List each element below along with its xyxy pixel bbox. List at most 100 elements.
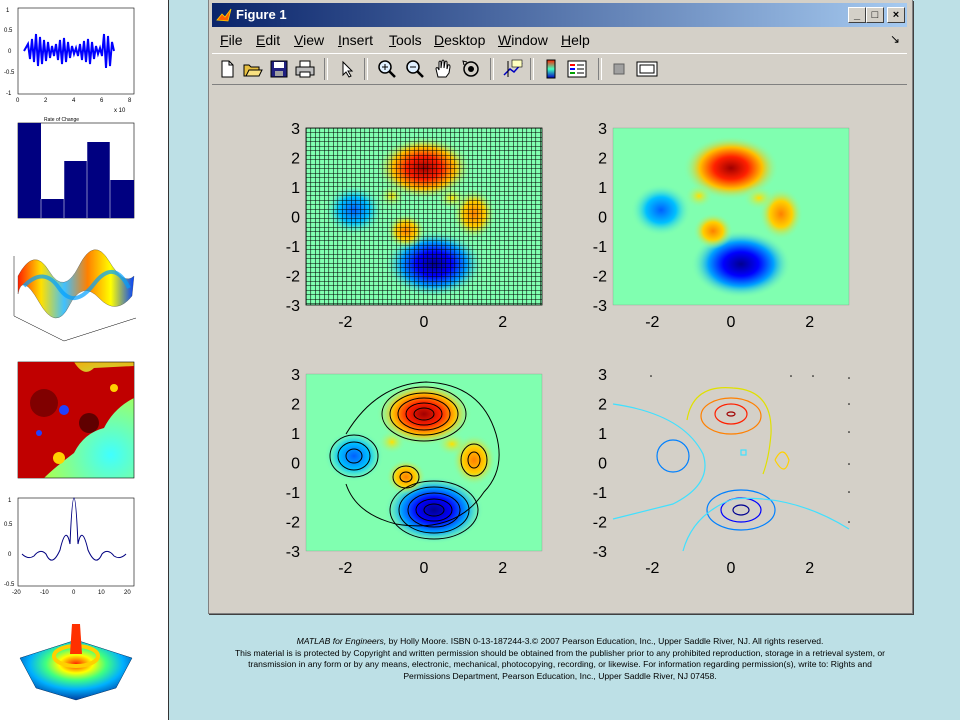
matlab-logo-icon [216, 8, 232, 22]
menu-insert[interactable]: Insert [338, 32, 374, 48]
thumbnail-sidebar: 1 0.5 0 -0.5 -1 0 2 4 6 8 x 10 Rate of C… [0, 0, 169, 720]
y-tick-label: 0 [598, 456, 607, 473]
toolbar-separator [530, 58, 534, 80]
minimize-button[interactable]: _ [848, 7, 866, 23]
thumb1-ytick: 0 [8, 49, 12, 55]
rotate-3d-icon[interactable] [460, 58, 482, 80]
thumb1-ytick: -0.5 [4, 70, 15, 76]
thumb1-exponent: x 10 [114, 108, 126, 114]
thumb5-xtick: 0 [72, 590, 76, 596]
y-tick-label: -2 [593, 515, 607, 532]
menu-file[interactable]: File [220, 32, 243, 48]
open-folder-icon[interactable] [242, 58, 264, 80]
thumbnail-sinc-plot[interactable]: 1 0.5 0 -0.5 -20 -10 0 10 20 [4, 494, 140, 604]
y-tick-label: 2 [598, 397, 607, 414]
y-tick-label: 3 [598, 121, 607, 138]
y-tick-label: -1 [593, 485, 607, 502]
contour-dots [650, 375, 850, 523]
thumb5-ytick: 0 [8, 552, 12, 558]
thumb1-ytick: 0.5 [4, 28, 13, 34]
thumb1-xtick: 6 [100, 98, 104, 104]
title-bar[interactable]: Figure 1 _ □ × [212, 3, 907, 27]
y-tick-label: -1 [593, 239, 607, 256]
y-tick-label: 1 [291, 180, 300, 197]
subplot-contour-lines[interactable] [612, 374, 850, 552]
footer-line2: This material is is protected by Copyrig… [234, 647, 886, 681]
thumb5-ytick: -0.5 [4, 582, 15, 588]
menu-help[interactable]: Help [561, 32, 590, 48]
y-tick-label: -3 [286, 544, 300, 561]
y-tick-label: 2 [598, 151, 607, 168]
thumb2-title: Rate of Change [44, 117, 79, 123]
x-tick-label: 0 [420, 560, 429, 577]
thumb1-xtick: 8 [128, 98, 132, 104]
toolbar-separator [324, 58, 328, 80]
toolbar-separator [598, 58, 602, 80]
copyright-footer: MATLAB for Engineers, by Holly Moore. IS… [230, 636, 890, 682]
hide-plot-tools-icon[interactable] [608, 58, 630, 80]
thumb1-ytick: 1 [6, 8, 10, 14]
x-tick-label: -2 [338, 560, 352, 577]
menu-edit[interactable]: Edit [256, 32, 281, 48]
toolbar-separator [364, 58, 368, 80]
x-tick-label: 0 [420, 314, 429, 331]
x-tick-label: 0 [727, 314, 736, 331]
dock-arrow-icon[interactable]: ↘ [890, 32, 901, 46]
footer-line1: by Holly Moore. ISBN 0-13-187244-3.© 200… [386, 636, 824, 646]
y-tick-label: 3 [598, 367, 607, 384]
x-tick-label: 2 [805, 314, 814, 331]
x-tick-label: -2 [645, 314, 659, 331]
y-tick-label: 2 [291, 151, 300, 168]
menu-view[interactable]: View [294, 32, 325, 48]
pan-hand-icon[interactable] [432, 58, 454, 80]
maximize-button[interactable]: □ [866, 7, 884, 23]
zoom-in-icon[interactable] [376, 58, 398, 80]
thumb5-ytick: 0.5 [4, 522, 13, 528]
thumb5-xtick: -20 [12, 590, 21, 596]
subplot-pcolor-mesh[interactable] [305, 127, 543, 306]
print-icon[interactable] [294, 58, 316, 80]
thumbnail-signal-plot[interactable]: 1 0.5 0 -0.5 -1 0 2 4 6 8 x 10 [4, 4, 140, 116]
thumb5-xtick: 20 [124, 590, 131, 596]
y-tick-label: 0 [598, 210, 607, 227]
thumbnail-fractal-image[interactable] [4, 358, 140, 490]
colorbar-icon[interactable] [540, 58, 562, 80]
thumb5-xtick: -10 [40, 590, 49, 596]
subplot-filled-contour[interactable] [305, 373, 543, 552]
menu-window[interactable]: Window [498, 32, 548, 48]
y-tick-label: -3 [593, 298, 607, 315]
pointer-icon[interactable] [336, 58, 358, 80]
toolbar-separator [490, 58, 494, 80]
zoom-out-icon[interactable] [404, 58, 426, 80]
x-tick-label: 0 [727, 560, 736, 577]
y-tick-label: -3 [286, 298, 300, 315]
y-tick-label: 1 [598, 426, 607, 443]
close-button[interactable]: × [887, 7, 905, 23]
show-plot-tools-icon[interactable] [636, 58, 658, 80]
plot-canvas[interactable]: 3 2 1 0 -1 -2 -3 -2 0 2 3 2 1 0 -1 -2 -3 -2 0 2 3 2 1 0 -1 -2 -3 -2… [213, 86, 908, 606]
new-file-icon[interactable] [216, 58, 238, 80]
thumb5-ytick: 1 [8, 498, 12, 504]
thumb5-xtick: 10 [98, 590, 105, 596]
thumbnail-bar-chart[interactable]: Rate of Change [4, 116, 140, 232]
figure-window[interactable]: Figure 1 _ □ × File Edit View Insert Too… [208, 0, 913, 614]
subplot-shaded-interp[interactable] [612, 127, 850, 306]
thumbnail-sombrero-surface[interactable] [16, 618, 136, 702]
window-title: Figure 1 [236, 7, 287, 22]
menu-desktop[interactable]: Desktop [434, 32, 486, 48]
y-tick-label: -1 [286, 239, 300, 256]
x-tick-label: -2 [645, 560, 659, 577]
save-icon[interactable] [268, 58, 290, 80]
thumb1-xtick: 0 [16, 98, 20, 104]
data-cursor-icon[interactable] [502, 58, 524, 80]
thumbnail-3d-surface[interactable] [4, 236, 140, 348]
legend-icon[interactable] [566, 58, 588, 80]
thumb1-ytick: -1 [6, 91, 12, 97]
x-tick-label: 2 [498, 314, 507, 331]
y-tick-label: 0 [291, 210, 300, 227]
y-tick-label: 1 [291, 426, 300, 443]
y-tick-label: -2 [286, 269, 300, 286]
book-title: MATLAB for Engineers, [296, 636, 387, 646]
y-tick-label: 3 [291, 367, 300, 384]
menu-tools[interactable]: Tools [389, 32, 422, 48]
